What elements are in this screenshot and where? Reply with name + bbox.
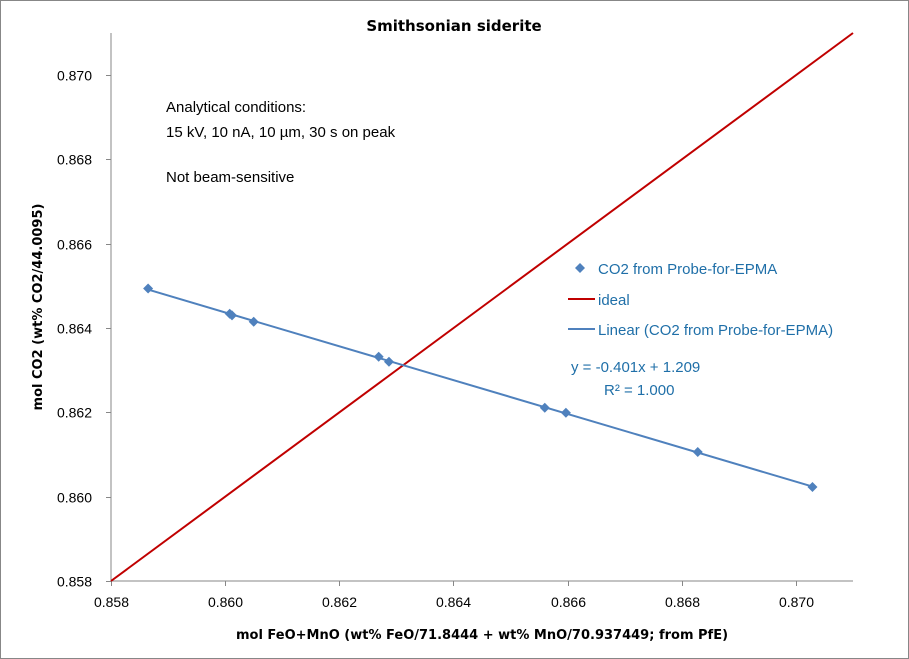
legend-label-ideal: ideal	[598, 292, 630, 309]
annotation-beam-sensitivity: Not beam-sensitive	[166, 169, 294, 186]
x-tick-label: 0.864	[436, 594, 471, 610]
legend-item-ideal[interactable]: ideal	[568, 292, 630, 309]
y-tick-label: 0.860	[57, 490, 92, 506]
data-point[interactable]	[383, 356, 394, 367]
legend-item-co2[interactable]: CO2 from Probe-for-EPMA	[575, 261, 777, 278]
legend-label-co2: CO2 from Probe-for-EPMA	[598, 261, 777, 278]
legend-diamond-icon	[575, 263, 585, 273]
data-point[interactable]	[560, 407, 571, 418]
annotation-conditions-values: 15 kV, 10 nA, 10 µm, 30 s on peak	[166, 124, 396, 141]
x-tick-label: 0.862	[322, 594, 357, 610]
x-axis-title: mol FeO+MnO (wt% FeO/71.8444 + wt% MnO/7…	[236, 628, 728, 643]
legend-label-linear: Linear (CO2 from Probe-for-EPMA)	[598, 322, 833, 339]
series-layer	[110, 32, 854, 582]
annotation-conditions-heading: Analytical conditions:	[166, 99, 306, 116]
trendline	[147, 288, 813, 488]
axes	[110, 33, 853, 582]
trendline-equation: y = -0.401x + 1.209	[571, 359, 700, 376]
legend-item-linear[interactable]: Linear (CO2 from Probe-for-EPMA)	[568, 322, 833, 339]
y-tick-label: 0.864	[57, 321, 92, 337]
data-point[interactable]	[807, 481, 818, 492]
x-tick-label: 0.868	[665, 594, 700, 610]
x-tick-label: 0.866	[551, 594, 586, 610]
data-point[interactable]	[373, 351, 384, 362]
data-point[interactable]	[227, 310, 238, 321]
data-point[interactable]	[248, 316, 259, 327]
data-point[interactable]	[143, 283, 154, 294]
y-tick-label: 0.858	[57, 574, 92, 590]
legend: CO2 from Probe-for-EPMA ideal Linear (CO…	[568, 261, 833, 339]
y-tick-label: 0.866	[57, 237, 92, 253]
data-point[interactable]	[539, 402, 550, 413]
y-tick-label: 0.868	[57, 152, 92, 168]
x-tick-label: 0.858	[94, 594, 129, 610]
data-point[interactable]	[692, 447, 703, 458]
trendline-r-squared: R² = 1.000	[604, 382, 674, 399]
x-tick-label: 0.860	[208, 594, 243, 610]
chart-title: Smithsonian siderite	[366, 17, 541, 35]
x-axis-ticks: 0.858 0.860 0.862 0.864 0.866 0.868 0.870	[94, 581, 814, 610]
y-tick-label: 0.870	[57, 68, 92, 84]
y-tick-label: 0.862	[57, 405, 92, 421]
y-axis-ticks: 0.858 0.860 0.862 0.864 0.866 0.868 0.870	[57, 68, 111, 590]
y-axis-title: mol CO2 (wt% CO2/44.0095)	[31, 204, 46, 411]
x-tick-label: 0.870	[779, 594, 814, 610]
annotation-block: Analytical conditions: 15 kV, 10 nA, 10 …	[166, 99, 396, 186]
ideal-line	[110, 32, 854, 582]
